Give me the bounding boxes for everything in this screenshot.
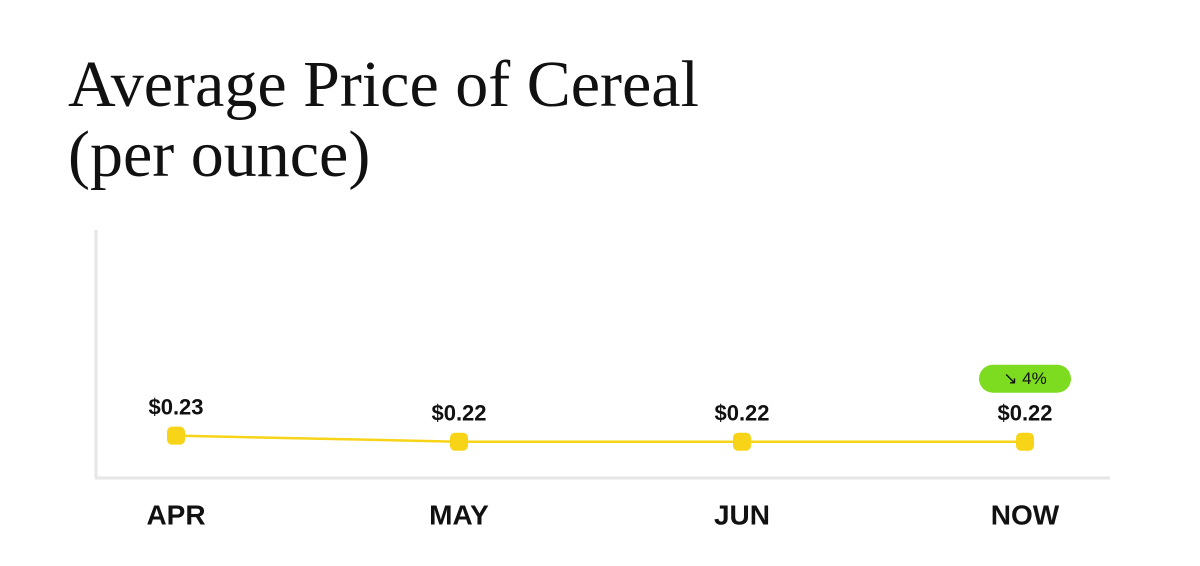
chart-title: Average Price of Cereal (per ounce): [68, 48, 699, 191]
point: [450, 432, 468, 451]
x-tick-label: MAY: [429, 499, 489, 530]
line: [175, 434, 1025, 443]
value-label: $0.22: [431, 401, 486, 426]
x-tick-label: NOW: [991, 499, 1060, 530]
annotation-badge: [979, 364, 1071, 393]
point: [1016, 432, 1034, 451]
value-label: $0.22: [714, 401, 769, 426]
annotation: ↘ 4%: [1003, 369, 1047, 388]
point: [733, 432, 751, 451]
x-tick-label: JUN: [714, 499, 770, 530]
value-label: $0.22: [997, 401, 1052, 426]
point: [167, 426, 185, 445]
value-label: $0.23: [148, 394, 203, 419]
x-tick-label: APR: [146, 499, 205, 530]
